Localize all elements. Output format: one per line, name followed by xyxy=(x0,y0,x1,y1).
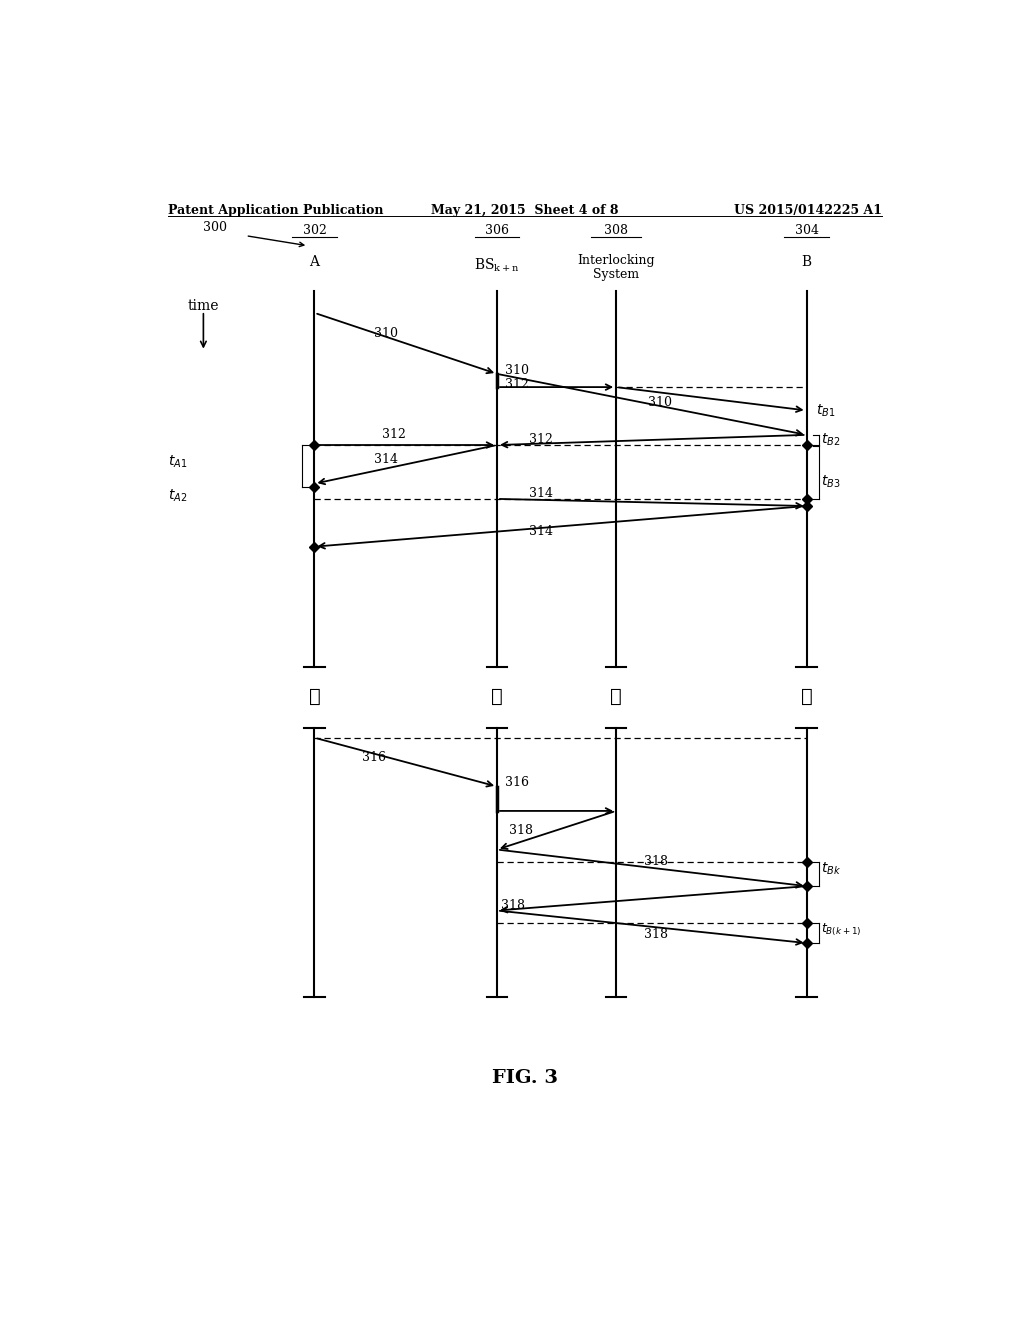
Text: 312: 312 xyxy=(505,378,528,391)
Text: B: B xyxy=(802,255,812,269)
Text: $t_{B(k+1)}$: $t_{B(k+1)}$ xyxy=(821,921,861,939)
Text: 304: 304 xyxy=(795,223,818,236)
Text: $t_{Bk}$: $t_{Bk}$ xyxy=(821,861,841,876)
Text: 316: 316 xyxy=(362,751,386,763)
Text: 314: 314 xyxy=(528,487,553,500)
Text: ⋮: ⋮ xyxy=(492,688,503,706)
Text: $t_{A2}$: $t_{A2}$ xyxy=(168,487,187,504)
Text: 310: 310 xyxy=(505,364,529,378)
Text: $t_{B3}$: $t_{B3}$ xyxy=(821,474,841,490)
Text: ⋮: ⋮ xyxy=(801,688,812,706)
Text: 306: 306 xyxy=(485,223,509,236)
Text: US 2015/0142225 A1: US 2015/0142225 A1 xyxy=(734,205,882,216)
Text: 314: 314 xyxy=(528,525,553,539)
Text: 316: 316 xyxy=(505,776,529,789)
Text: 314: 314 xyxy=(374,453,398,466)
Text: 318: 318 xyxy=(644,928,668,941)
Text: 318: 318 xyxy=(509,824,532,837)
Text: FIG. 3: FIG. 3 xyxy=(492,1069,558,1088)
Text: 300: 300 xyxy=(204,220,227,234)
Text: 310: 310 xyxy=(648,396,672,409)
Text: $\mathregular{BS_{k+n}}$: $\mathregular{BS_{k+n}}$ xyxy=(474,257,520,275)
Text: $t_{B1}$: $t_{B1}$ xyxy=(816,403,836,418)
Text: 318: 318 xyxy=(501,899,525,912)
Text: 318: 318 xyxy=(644,855,668,869)
Text: time: time xyxy=(187,298,219,313)
Text: System: System xyxy=(593,268,639,281)
Text: Interlocking: Interlocking xyxy=(578,253,655,267)
Text: ⋮: ⋮ xyxy=(610,688,622,706)
Text: 310: 310 xyxy=(374,327,398,339)
Text: 302: 302 xyxy=(302,223,327,236)
Text: Patent Application Publication: Patent Application Publication xyxy=(168,205,383,216)
Text: May 21, 2015  Sheet 4 of 8: May 21, 2015 Sheet 4 of 8 xyxy=(431,205,618,216)
Text: A: A xyxy=(309,255,319,269)
Text: $t_{A1}$: $t_{A1}$ xyxy=(168,454,187,470)
Text: 312: 312 xyxy=(382,429,406,441)
Text: 308: 308 xyxy=(604,223,628,236)
Text: ⋮: ⋮ xyxy=(308,688,321,706)
Text: $t_{B2}$: $t_{B2}$ xyxy=(821,432,840,449)
Text: 312: 312 xyxy=(528,433,553,446)
